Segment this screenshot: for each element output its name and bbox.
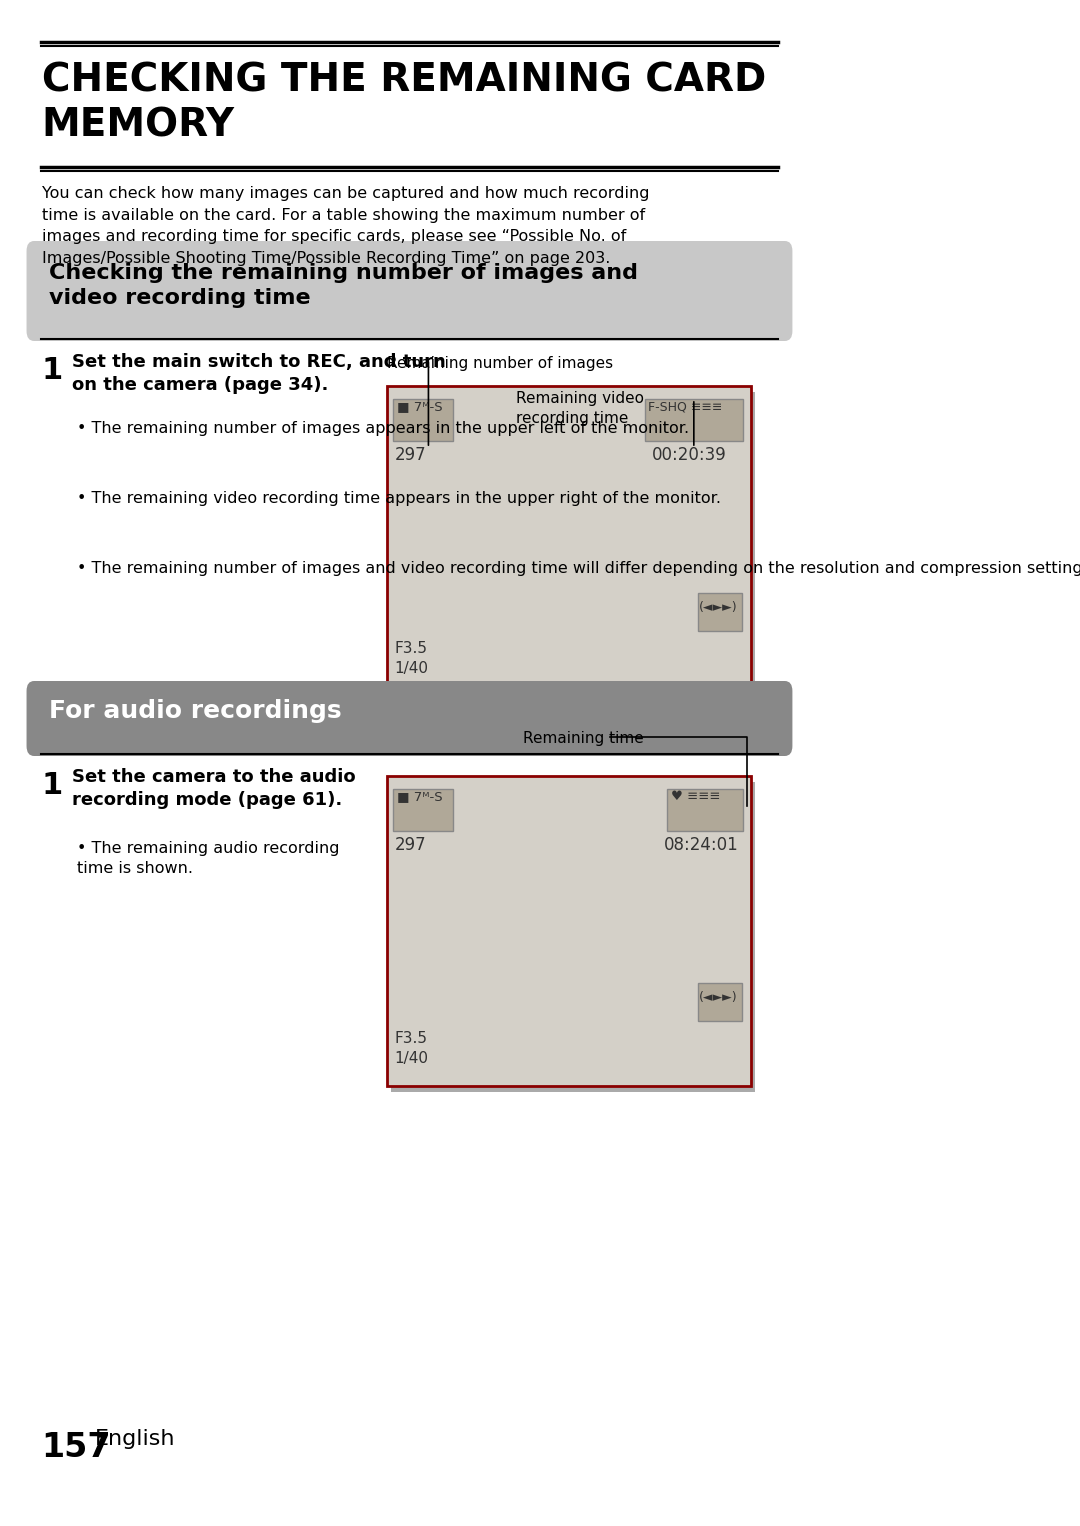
Text: Set the camera to the audio
recording mode (page 61).: Set the camera to the audio recording mo… (72, 768, 355, 809)
Text: Remaining video
recording time: Remaining video recording time (515, 391, 644, 426)
Text: 1: 1 (42, 771, 63, 800)
Bar (387, 777, 751, 1087)
Text: ♥ ≡≡≡: ♥ ≡≡≡ (671, 790, 720, 803)
Text: 157: 157 (42, 1431, 111, 1463)
Bar (698, 983, 742, 1021)
Text: • The remaining video recording time appears in the upper right of the monitor.: • The remaining video recording time app… (78, 491, 721, 507)
Text: 08:24:01: 08:24:01 (663, 836, 739, 855)
Bar (645, 398, 743, 441)
Text: (◄►►): (◄►►) (699, 990, 738, 1004)
Text: 1: 1 (42, 356, 63, 385)
Text: ■ 7ᴹ-S: ■ 7ᴹ-S (397, 400, 443, 414)
Text: F-SHQ ≡≡≡: F-SHQ ≡≡≡ (648, 400, 723, 414)
Text: Remaining time: Remaining time (523, 731, 644, 746)
Bar (698, 594, 742, 630)
Text: 00:20:39: 00:20:39 (652, 446, 727, 464)
Text: 297: 297 (394, 446, 426, 464)
Text: Checking the remaining number of images and
video recording time: Checking the remaining number of images … (50, 262, 638, 308)
Text: • The remaining number of images appears in the upper left of the monitor.: • The remaining number of images appears… (78, 421, 689, 436)
Bar (391, 781, 755, 1093)
Text: 1/40: 1/40 (394, 661, 429, 676)
Bar (667, 789, 743, 832)
Bar (393, 398, 454, 441)
Text: ■ 7ᴹ-S: ■ 7ᴹ-S (397, 790, 443, 803)
Text: Set the main switch to REC, and turn
on the camera (page 34).: Set the main switch to REC, and turn on … (72, 353, 446, 394)
Text: • The remaining number of images and video recording time will differ depending : • The remaining number of images and vid… (78, 562, 1080, 575)
Text: F3.5: F3.5 (394, 1032, 428, 1045)
Text: For audio recordings: For audio recordings (50, 699, 342, 723)
Text: 297: 297 (394, 836, 426, 855)
FancyBboxPatch shape (27, 241, 793, 340)
Text: • The remaining audio recording
time is shown.: • The remaining audio recording time is … (78, 841, 340, 876)
Text: You can check how many images can be captured and how much recording
time is ava: You can check how many images can be cap… (42, 186, 649, 266)
Text: (◄►►): (◄►►) (699, 601, 738, 613)
FancyBboxPatch shape (27, 681, 793, 755)
Text: Remaining number of images: Remaining number of images (387, 356, 612, 371)
Text: 1/40: 1/40 (394, 1051, 429, 1067)
Text: CHECKING THE REMAINING CARD
MEMORY: CHECKING THE REMAINING CARD MEMORY (42, 61, 766, 145)
Bar (393, 789, 454, 832)
Bar (391, 392, 755, 702)
Text: English: English (95, 1428, 175, 1450)
Text: F3.5: F3.5 (394, 641, 428, 656)
Bar (387, 386, 751, 696)
